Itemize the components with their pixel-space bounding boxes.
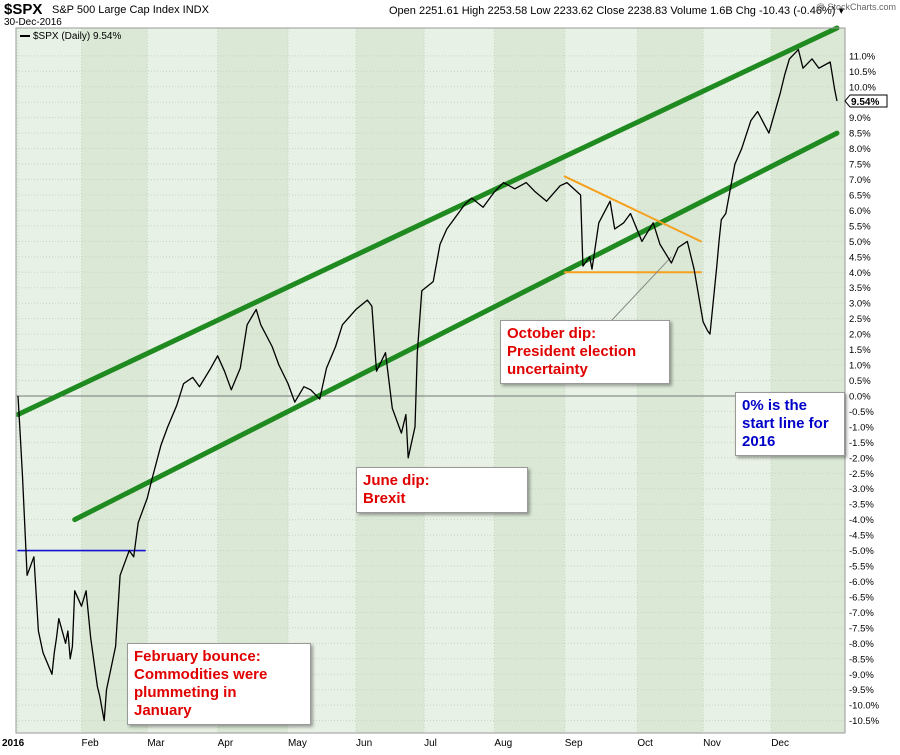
month-band xyxy=(356,28,425,733)
y-tick-label: 5.5% xyxy=(849,221,871,232)
y-tick-label: -8.5% xyxy=(849,654,874,665)
y-tick-label: 4.5% xyxy=(849,252,871,263)
annotation-line: June dip: xyxy=(363,472,430,489)
y-tick-label: 11.0% xyxy=(849,51,876,62)
y-tick-label: -10.5% xyxy=(849,716,880,727)
x-tick-label: Aug xyxy=(494,738,512,749)
last-value-label: 9.54% xyxy=(851,97,879,108)
annotation-line: uncertainty xyxy=(507,361,588,378)
lower-channel-line xyxy=(72,130,840,523)
annotation-june: June dip: Brexit xyxy=(356,467,528,513)
annotation-line: October dip: xyxy=(507,325,597,342)
callout-pointer xyxy=(611,256,672,321)
legend: $SPX (Daily) 9.54% xyxy=(20,31,121,42)
y-tick-label: -7.0% xyxy=(849,608,874,619)
y-tick-label: -5.5% xyxy=(849,562,874,573)
y-tick-label: 7.0% xyxy=(849,175,871,186)
y-tick-label: 9.0% xyxy=(849,113,871,124)
y-tick-label: -5.0% xyxy=(849,546,874,557)
y-tick-label: 10.0% xyxy=(849,82,876,93)
y-tick-label: -8.0% xyxy=(849,639,874,650)
x-tick-label: Mar xyxy=(147,738,165,749)
annotation-line: Commodities were xyxy=(134,666,268,683)
annotation-october: October dip: President election uncertai… xyxy=(500,320,670,384)
spx-series-line xyxy=(17,48,838,722)
ohlc-summary: Open 2251.61 High 2253.58 Low 2233.62 Cl… xyxy=(388,5,844,17)
annotation-line: 2016 xyxy=(742,433,776,450)
y-tick-label: -4.0% xyxy=(849,515,874,526)
y-tick-label: -10.0% xyxy=(849,701,880,712)
y-tick-label: -3.5% xyxy=(849,500,874,511)
y-tick-label: -2.5% xyxy=(849,469,874,480)
x-tick-label: Nov xyxy=(703,738,721,749)
last-value-marker xyxy=(844,94,888,108)
legend-label: $SPX (Daily) 9.54% xyxy=(33,31,122,42)
y-tick-label: 10.5% xyxy=(849,67,876,78)
annotation-line: President election xyxy=(507,343,637,360)
y-tick-label: -0.5% xyxy=(849,407,874,418)
annotation-february: February bounce: Commodities were plumme… xyxy=(127,643,311,725)
y-tick-label: -9.5% xyxy=(849,685,874,696)
y-tick-label: 3.0% xyxy=(849,299,871,310)
y-tick-label: 2.0% xyxy=(849,330,871,341)
triangle-upper-line xyxy=(563,175,702,243)
brand-watermark: @ StockCharts.com xyxy=(815,2,896,12)
y-tick-label: 0.0% xyxy=(849,391,871,402)
ticker-description: S&P 500 Large Cap Index INDX xyxy=(52,4,209,16)
x-tick-label: Jun xyxy=(356,738,372,749)
chart-date: 30-Dec-2016 xyxy=(4,17,62,28)
annotation-start-line: 0% is the start line for 2016 xyxy=(735,392,845,456)
y-tick-label: -6.5% xyxy=(849,592,874,603)
legend-swatch xyxy=(20,35,30,38)
y-tick-label: -7.5% xyxy=(849,623,874,634)
y-tick-label: 8.0% xyxy=(849,144,871,155)
annotation-line: plummeting in xyxy=(134,684,237,701)
y-tick-label: 1.5% xyxy=(849,345,871,356)
annotation-line: start line for xyxy=(742,415,829,432)
x-tick-label: Jul xyxy=(424,738,437,749)
annotation-line: February bounce: xyxy=(134,648,261,665)
y-tick-label: 2.5% xyxy=(849,314,871,325)
upper-channel-line xyxy=(15,25,840,418)
y-tick-label: 4.0% xyxy=(849,268,871,279)
y-tick-label: -3.0% xyxy=(849,484,874,495)
x-tick-label: Sep xyxy=(565,738,583,749)
plot-frame xyxy=(15,27,846,734)
y-tick-label: -1.0% xyxy=(849,422,874,433)
ticker-symbol: $SPX xyxy=(4,1,43,18)
y-tick-label: 6.5% xyxy=(849,190,871,201)
x-tick-label: May xyxy=(288,738,307,749)
y-tick-label: -2.0% xyxy=(849,453,874,464)
y-tick-label: 8.5% xyxy=(849,129,871,140)
y-tick-label: 7.5% xyxy=(849,160,871,171)
y-tick-label: 6.0% xyxy=(849,206,871,217)
y-tick-label: 5.0% xyxy=(849,237,871,248)
annotation-line: January xyxy=(134,702,192,719)
y-tick-label: 3.5% xyxy=(849,283,871,294)
annotation-line: 0% is the xyxy=(742,397,808,414)
y-tick-label: 0.5% xyxy=(849,376,871,387)
y-tick-label: 1.0% xyxy=(849,361,871,372)
y-tick-label: -9.0% xyxy=(849,670,874,681)
x-tick-label: Feb xyxy=(82,738,100,749)
x-tick-label: Apr xyxy=(218,738,234,749)
y-tick-label: -4.5% xyxy=(849,531,874,542)
y-tick-label: -1.5% xyxy=(849,438,874,449)
x-tick-label: Oct xyxy=(637,738,653,749)
annotation-line: Brexit xyxy=(363,490,406,507)
x-tick-label: Dec xyxy=(771,738,789,749)
x-tick-label: 2016 xyxy=(2,738,25,749)
y-tick-label: -6.0% xyxy=(849,577,874,588)
